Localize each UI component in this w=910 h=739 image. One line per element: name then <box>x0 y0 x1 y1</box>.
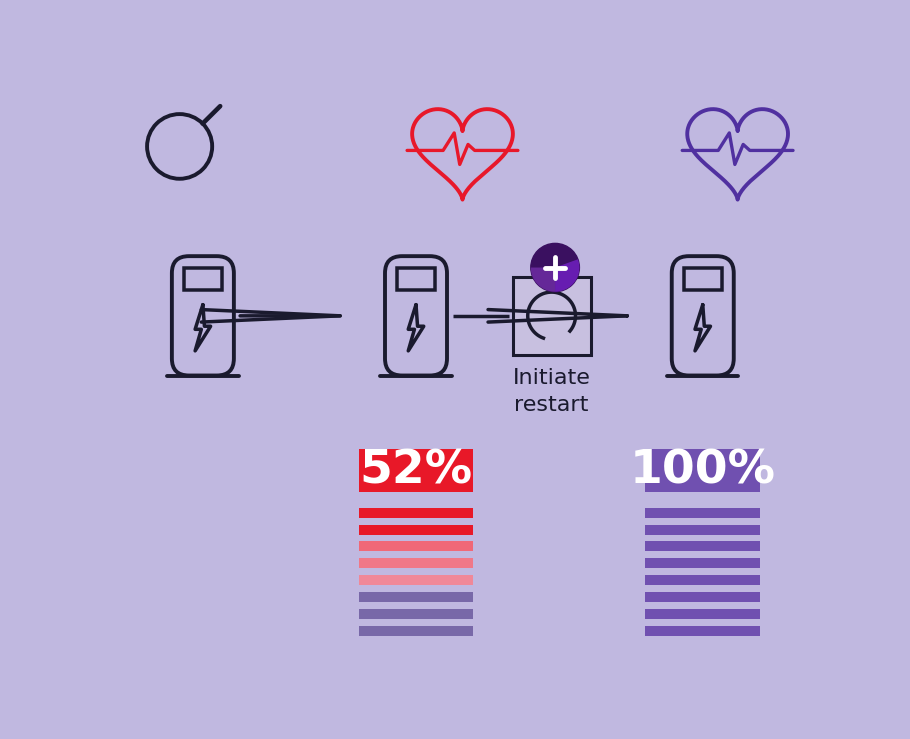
Bar <box>359 626 473 636</box>
Bar <box>645 525 760 534</box>
Polygon shape <box>531 268 555 292</box>
Bar <box>359 592 473 602</box>
Bar <box>359 576 473 585</box>
Bar <box>645 542 760 551</box>
Bar <box>184 268 222 290</box>
Bar <box>359 609 473 619</box>
Bar <box>645 449 760 492</box>
Text: 52%: 52% <box>359 448 472 493</box>
Bar <box>359 559 473 568</box>
Bar <box>359 449 473 492</box>
Bar <box>683 268 722 290</box>
Bar <box>397 268 435 290</box>
Bar <box>645 626 760 636</box>
Bar <box>359 525 473 534</box>
Bar <box>645 609 760 619</box>
Bar <box>645 592 760 602</box>
Text: Initiate
restart: Initiate restart <box>512 369 591 415</box>
Bar <box>359 508 473 517</box>
Bar <box>512 277 591 355</box>
Bar <box>645 559 760 568</box>
Bar <box>359 542 473 551</box>
Bar <box>645 576 760 585</box>
Text: 100%: 100% <box>630 448 775 493</box>
Circle shape <box>531 243 580 292</box>
Polygon shape <box>555 259 580 292</box>
Bar <box>645 508 760 517</box>
